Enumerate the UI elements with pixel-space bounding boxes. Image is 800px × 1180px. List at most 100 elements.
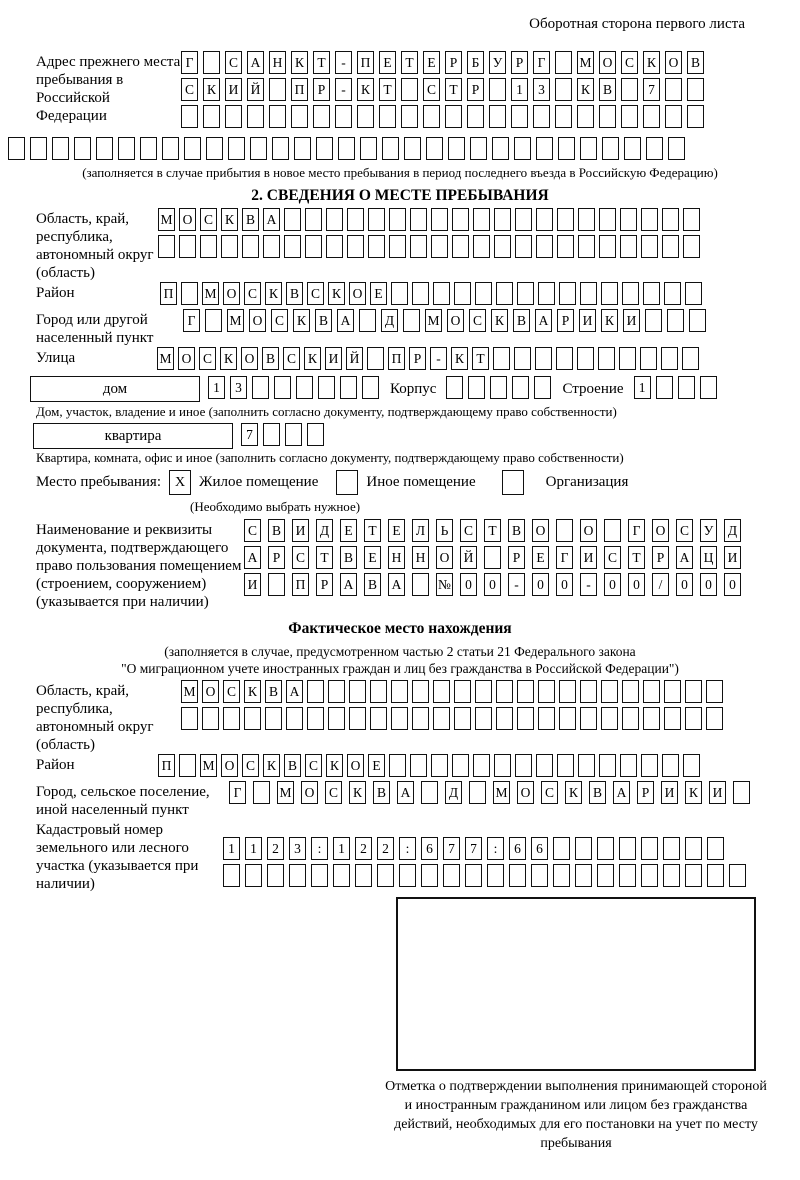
char-box: С	[271, 309, 288, 332]
char-box: Н	[388, 546, 405, 569]
char-box	[538, 680, 555, 703]
oblast-block: Область, край, республика, автономный ок…	[0, 208, 800, 282]
char-box	[454, 707, 471, 730]
char-box	[465, 864, 482, 887]
char-box	[553, 837, 570, 860]
char-box	[200, 235, 217, 258]
char-box: М	[158, 208, 175, 231]
char-box: С	[423, 78, 440, 101]
char-box	[665, 105, 682, 128]
char-box	[494, 754, 511, 777]
char-box	[206, 137, 223, 160]
char-box	[307, 680, 324, 703]
char-box: И	[325, 347, 342, 370]
char-box: О	[665, 51, 682, 74]
char-row	[181, 105, 709, 128]
char-box: Г	[628, 519, 645, 542]
char-box: 1	[245, 837, 262, 860]
char-box: 2	[267, 837, 284, 860]
char-box: Т	[445, 78, 462, 101]
char-box: К	[263, 754, 280, 777]
char-box	[662, 208, 679, 231]
char-box	[494, 235, 511, 258]
char-box: К	[451, 347, 468, 370]
char-box: И	[709, 781, 726, 804]
char-box	[580, 680, 597, 703]
char-box	[662, 754, 679, 777]
char-box	[452, 208, 469, 231]
char-box: А	[340, 573, 357, 596]
char-box: 0	[724, 573, 741, 596]
char-box	[580, 282, 597, 305]
char-box	[162, 137, 179, 160]
char-box	[286, 707, 303, 730]
char-box	[355, 864, 372, 887]
char-box	[284, 208, 301, 231]
char-box	[555, 78, 572, 101]
char-box: С	[469, 309, 486, 332]
char-box	[203, 51, 220, 74]
char-box	[578, 235, 595, 258]
char-box	[534, 376, 552, 399]
cadastre-label: Кадастровый номер земельного или лесного…	[36, 822, 199, 892]
char-box: С	[244, 519, 261, 542]
char-box: О	[347, 754, 364, 777]
char-box: Е	[423, 51, 440, 74]
char-box: Е	[388, 519, 405, 542]
char-box	[433, 707, 450, 730]
stamp-caption: Отметка о подтверждении выполнения прини…	[385, 1079, 767, 1151]
kvartira-box: квартира	[33, 423, 233, 449]
char-box: Р	[316, 573, 333, 596]
char-box	[379, 105, 396, 128]
prev-address-block: Адрес прежнего места пребывания в Россий…	[0, 51, 800, 132]
char-box	[370, 680, 387, 703]
kvartira-caption: Квартира, комната, офис и иное (заполнит…	[36, 450, 624, 465]
char-box	[340, 376, 357, 399]
char-box	[225, 105, 242, 128]
char-box	[250, 137, 267, 160]
char-box: Г	[533, 51, 550, 74]
char-box: Т	[313, 51, 330, 74]
char-box	[242, 235, 259, 258]
char-box	[517, 282, 534, 305]
char-box	[307, 707, 324, 730]
char-box	[475, 680, 492, 703]
char-box	[577, 105, 594, 128]
char-box	[263, 423, 280, 446]
char-box	[475, 282, 492, 305]
section2-title: 2. СВЕДЕНИЯ О МЕСТЕ ПРЕБЫВАНИЯ	[251, 187, 549, 204]
char-box: К	[291, 51, 308, 74]
char-box: 0	[628, 573, 645, 596]
char-box	[620, 754, 637, 777]
char-box: А	[535, 309, 552, 332]
char-box: Й	[247, 78, 264, 101]
char-box: С	[621, 51, 638, 74]
char-box	[620, 235, 637, 258]
char-box	[326, 235, 343, 258]
char-box	[333, 864, 350, 887]
char-box	[359, 309, 376, 332]
char-box: Й	[346, 347, 363, 370]
char-box	[512, 376, 530, 399]
char-box	[496, 282, 513, 305]
char-box: 1	[333, 837, 350, 860]
char-box: В	[315, 309, 332, 332]
char-box: В	[265, 680, 282, 703]
char-box: О	[249, 309, 266, 332]
char-box	[445, 105, 462, 128]
char-row: 1	[633, 376, 722, 399]
char-box	[664, 282, 681, 305]
char-box	[179, 235, 196, 258]
char-box	[578, 754, 595, 777]
char-box	[454, 680, 471, 703]
char-box: С	[242, 754, 259, 777]
char-box	[699, 376, 717, 399]
char-box	[729, 864, 746, 887]
char-box	[509, 864, 526, 887]
char-box: -	[335, 51, 352, 74]
char-box: В	[687, 51, 704, 74]
